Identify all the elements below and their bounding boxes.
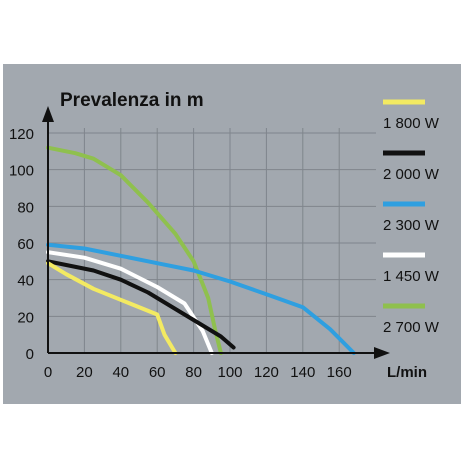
y-tick-label: 60 bbox=[17, 236, 34, 253]
x-tick-label: 140 bbox=[290, 364, 315, 381]
legend-label: 2 300 W bbox=[383, 217, 440, 234]
x-tick-label: 40 bbox=[112, 364, 129, 381]
x-axis-arrow bbox=[374, 347, 390, 359]
y-tick-label: 0 bbox=[26, 346, 34, 363]
x-tick-label: 60 bbox=[149, 364, 166, 381]
legend-label: 1 450 W bbox=[383, 268, 440, 285]
y-tick-label: 80 bbox=[17, 199, 34, 216]
series-line-2000w bbox=[46, 259, 236, 350]
legend-label: 2 000 W bbox=[383, 166, 440, 183]
legend: 1 800 W 2 000 W 2 300 W 1 450 W 2 700 W bbox=[383, 99, 440, 336]
y-tick-label: 20 bbox=[17, 309, 34, 326]
series-lines bbox=[46, 145, 356, 355]
x-tick-labels: 0 20 40 60 80 100 120 140 160 bbox=[44, 364, 352, 381]
series-line-1800w bbox=[46, 261, 178, 355]
y-tick-labels: 0 20 40 60 80 100 120 bbox=[9, 126, 34, 363]
axes bbox=[42, 106, 390, 359]
legend-label: 1 800 W bbox=[383, 115, 440, 132]
x-axis-label: L/min bbox=[387, 364, 427, 381]
y-axis-arrow bbox=[42, 106, 54, 122]
x-tick-label: 0 bbox=[44, 364, 52, 381]
x-tick-label: 20 bbox=[76, 364, 93, 381]
x-tick-label: 100 bbox=[217, 364, 242, 381]
chart-title: Prevalenza in m bbox=[60, 90, 204, 111]
y-tick-label: 40 bbox=[17, 273, 34, 290]
series-line-1450w bbox=[46, 250, 214, 355]
series-line-2300w bbox=[46, 242, 356, 355]
x-tick-label: 120 bbox=[254, 364, 279, 381]
x-tick-label: 80 bbox=[185, 364, 202, 381]
y-tick-label: 100 bbox=[9, 163, 34, 180]
series-line-2700w bbox=[46, 145, 223, 355]
y-tick-label: 120 bbox=[9, 126, 34, 143]
legend-label: 2 700 W bbox=[383, 319, 440, 336]
x-tick-label: 160 bbox=[327, 364, 352, 381]
